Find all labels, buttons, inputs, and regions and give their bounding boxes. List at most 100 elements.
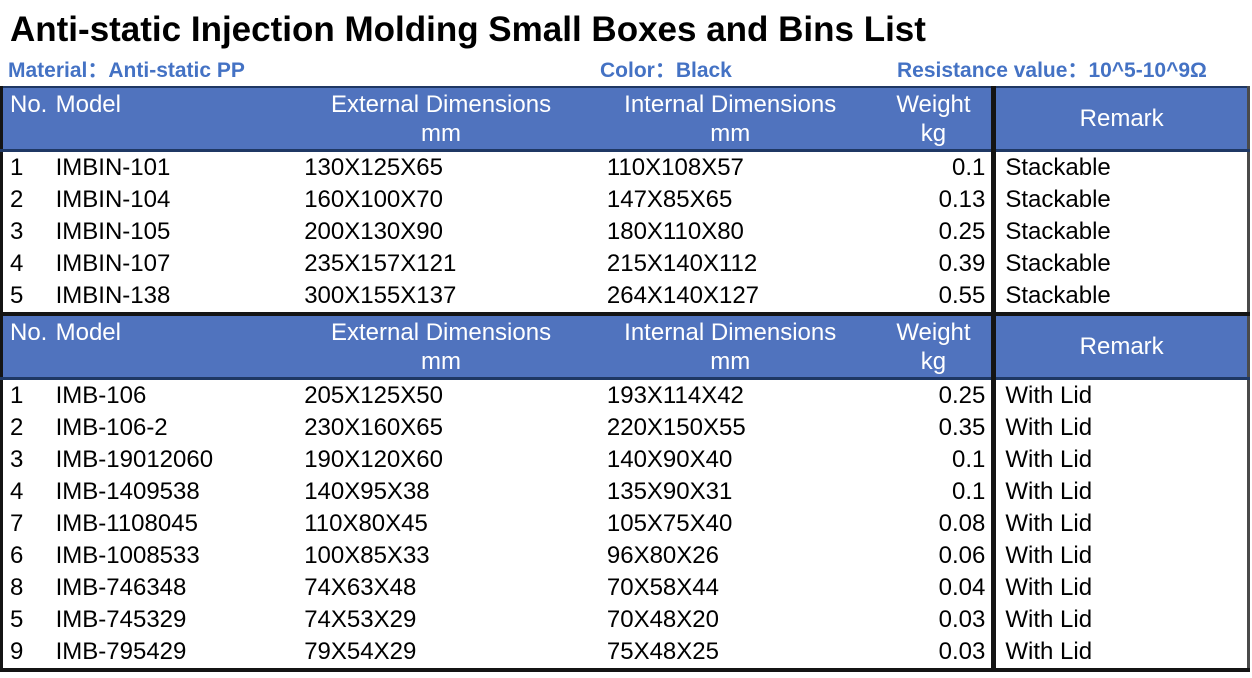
external-dimensions-label: External Dimensions (330, 91, 552, 118)
internal-dimensions-label: Internal Dimensions (624, 91, 837, 118)
bins-table-header: No. Model External Dimensions mm Interna… (1, 87, 1249, 152)
weight-unit-label: kg (920, 120, 947, 147)
cell-ext: 74X63X48 (297, 572, 585, 604)
cell-int: 147X85X65 (584, 183, 876, 216)
cell-model: IMB-1008533 (51, 540, 298, 572)
cell-no: 8 (1, 572, 52, 604)
cell-no: 5 (1, 279, 52, 314)
cell-model: IMBIN-107 (51, 247, 298, 280)
cell-no: 1 (1, 150, 52, 184)
cell-ext: 110X80X45 (297, 508, 585, 540)
bins-table-body: 1 IMBIN-101 130X125X65 110X108X57 0.1 Stackab… (1, 150, 1249, 314)
table-row: 3 IMBIN-105 200X130X90 180X110X80 0.25 Stacka… (1, 215, 1249, 248)
cell-model: IMB-745329 (51, 604, 298, 636)
cell-rmk: Stackable (991, 215, 1249, 248)
cell-int: 96X80X26 (584, 540, 876, 572)
cell-model: IMBIN-104 (51, 183, 298, 216)
internal-unit-label: mm (710, 347, 751, 375)
cell-wt: 0.04 (875, 572, 994, 604)
table-row: 9 IMB-795429 79X54X29 75X48X25 0.03 With Lid (1, 636, 1249, 670)
resistance-label: Resistance value： (897, 59, 1089, 82)
table-row: 8 IMB-746348 74X63X48 70X58X44 0.04 With Lid (1, 572, 1249, 604)
bins-table: No. Model External Dimensions mm Interna… (0, 86, 1250, 316)
material-field: Material：Anti-static PP (8, 54, 245, 84)
cell-ext: 100X85X33 (297, 540, 585, 572)
cell-int: 140X90X40 (584, 444, 876, 476)
cell-rmk: With Lid (991, 636, 1249, 670)
table-row: 6 IMB-1008533 100X85X33 96X80X26 0.06 With Li… (1, 540, 1249, 572)
cell-model: IMB-106-2 (51, 412, 298, 444)
internal-dimensions-label: Internal Dimensions (624, 318, 837, 346)
material-value: Anti-static PP (108, 59, 245, 82)
cell-model: IMB-1409538 (51, 476, 298, 508)
table-row: 5 IMB-745329 74X53X29 70X48X20 0.03 With Lid (1, 604, 1249, 636)
cell-model: IMB-1108045 (51, 508, 298, 540)
cell-no: 2 (1, 412, 52, 444)
cell-no: 2 (1, 183, 52, 216)
cell-no: 1 (1, 378, 52, 412)
cell-no: 9 (1, 636, 52, 670)
cell-no: 5 (1, 604, 52, 636)
column-header-no: No. (1, 315, 52, 380)
cell-ext: 235X157X121 (297, 247, 585, 280)
table-row: 2 IMBIN-104 160X100X70 147X85X65 0.13 Stackab… (1, 183, 1249, 216)
meta-row: Material：Anti-static PP Color：Black Resi… (0, 50, 1252, 86)
cell-no: 6 (1, 540, 52, 572)
cell-rmk: With Lid (991, 378, 1249, 412)
cell-wt: 0.1 (875, 476, 994, 508)
column-header-external: External Dimensions mm (297, 87, 585, 152)
cell-int: 75X48X25 (584, 636, 876, 670)
cell-wt: 0.35 (875, 412, 994, 444)
cell-ext: 230X160X65 (297, 412, 585, 444)
cell-no: 4 (1, 247, 52, 280)
cell-wt: 0.25 (875, 215, 994, 248)
column-header-no: No. (1, 87, 52, 152)
cell-rmk: With Lid (991, 508, 1249, 540)
cell-wt: 0.39 (875, 247, 994, 280)
resistance-field: Resistance value：10^5-10^9Ω (897, 54, 1207, 84)
cell-ext: 130X125X65 (297, 150, 585, 184)
table-row: 1 IMBIN-101 130X125X65 110X108X57 0.1 Stackab… (1, 150, 1249, 184)
cell-model: IMB-19012060 (51, 444, 298, 476)
cell-int: 135X90X31 (584, 476, 876, 508)
cell-int: 70X58X44 (584, 572, 876, 604)
cell-model: IMB-795429 (51, 636, 298, 670)
cell-no: 4 (1, 476, 52, 508)
material-label: Material： (8, 59, 109, 82)
column-header-internal: Internal Dimensions mm (584, 315, 876, 380)
cell-rmk: With Lid (991, 476, 1249, 508)
cell-int: 180X110X80 (584, 215, 876, 248)
boxes-table-body: 1 IMB-106 205X125X50 193X114X42 0.25 With Lid… (1, 378, 1249, 670)
cell-no: 7 (1, 508, 52, 540)
cell-wt: 0.08 (875, 508, 994, 540)
resistance-value: 10^5-10^9Ω (1088, 59, 1207, 82)
column-header-model: Model (51, 315, 298, 380)
table-row: 3 IMB-19012060 190X120X60 140X90X40 0.1 With … (1, 444, 1249, 476)
cell-ext: 190X120X60 (297, 444, 585, 476)
cell-wt: 0.25 (875, 378, 994, 412)
cell-int: 220X150X55 (584, 412, 876, 444)
cell-rmk: With Lid (991, 604, 1249, 636)
cell-rmk: Stackable (991, 279, 1249, 314)
external-dimensions-label: External Dimensions (330, 318, 552, 346)
cell-int: 105X75X40 (584, 508, 876, 540)
cell-rmk: Stackable (991, 150, 1249, 184)
column-header-internal: Internal Dimensions mm (584, 87, 876, 152)
cell-wt: 0.03 (875, 636, 994, 670)
table-row: 4 IMBIN-107 235X157X121 215X140X112 0.39 Stac… (1, 247, 1249, 280)
column-header-remark: Remark (991, 87, 1249, 152)
table-row: 2 IMB-106-2 230X160X65 220X150X55 0.35 With L… (1, 412, 1249, 444)
cell-model: IMBIN-105 (51, 215, 298, 248)
weight-label: Weight (896, 91, 971, 118)
cell-rmk: With Lid (991, 412, 1249, 444)
header-row: No. Model External Dimensions mm Interna… (1, 87, 1249, 152)
column-header-external: External Dimensions mm (297, 315, 585, 380)
weight-label: Weight (896, 318, 971, 346)
column-header-weight: Weight kg (875, 87, 994, 152)
cell-wt: 0.1 (875, 444, 994, 476)
cell-ext: 205X125X50 (297, 378, 585, 412)
color-field: Color：Black (600, 54, 732, 84)
cell-rmk: Stackable (991, 183, 1249, 216)
weight-unit-label: kg (920, 347, 947, 375)
